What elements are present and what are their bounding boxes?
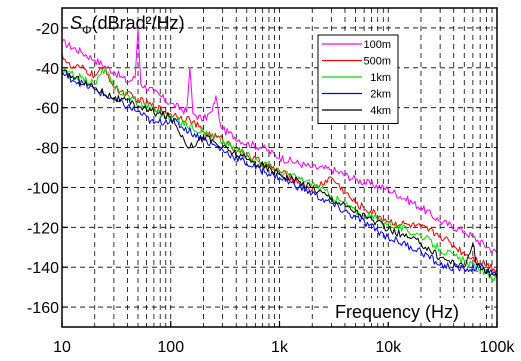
series-line-4km: [61, 69, 498, 278]
y-tick-label: -40: [36, 61, 59, 78]
y-tick-label: -140: [27, 260, 59, 277]
x-tick-label: 1k: [271, 339, 289, 356]
ticks: [61, 27, 498, 327]
legend-label-4km: 4km: [370, 105, 391, 117]
x-tick-label: 10k: [375, 339, 402, 356]
tick-labels: 10 100 1k 10k 100k -20 -40 -60 -80 -100 -120 -140 -1…: [27, 21, 515, 356]
series-line-100m: [61, 27, 498, 254]
x-axis-title-group: Frequency (Hz): [330, 298, 482, 322]
series-lines: [61, 27, 498, 282]
x-axis-title: Frequency (Hz): [335, 302, 459, 322]
y-tick-label: -60: [36, 101, 59, 118]
y-axis-title-units: (dBrad²/Hz): [92, 13, 185, 33]
legend-label-2km: 2km: [370, 89, 391, 101]
legend-label-1km: 1km: [370, 72, 391, 84]
legend: 100m 500m 1km 2km 4km: [317, 34, 399, 124]
legend-label-100m: 100m: [363, 39, 391, 51]
x-tick-label: 100: [157, 339, 184, 356]
x-tick-label: 10: [53, 339, 71, 356]
y-axis-title: SΦ(dBrad²/Hz): [70, 13, 185, 37]
x-axis-title-background: [330, 298, 482, 322]
series-line-1km: [61, 67, 498, 282]
series-line-2km: [61, 73, 498, 276]
legend-label-500m: 500m: [363, 56, 391, 68]
y-tick-label: -100: [27, 180, 59, 197]
y-tick-label: -120: [27, 220, 59, 237]
legend-box: [317, 34, 399, 124]
x-tick-label: 100k: [480, 339, 516, 356]
y-axis-title-symbol: S: [70, 13, 82, 33]
grid: [62, 8, 497, 327]
y-tick-label: -80: [36, 141, 59, 158]
y-tick-label: -160: [27, 300, 59, 317]
y-axis-title-subscript: Φ: [82, 23, 92, 37]
y-tick-label: -20: [36, 21, 59, 38]
